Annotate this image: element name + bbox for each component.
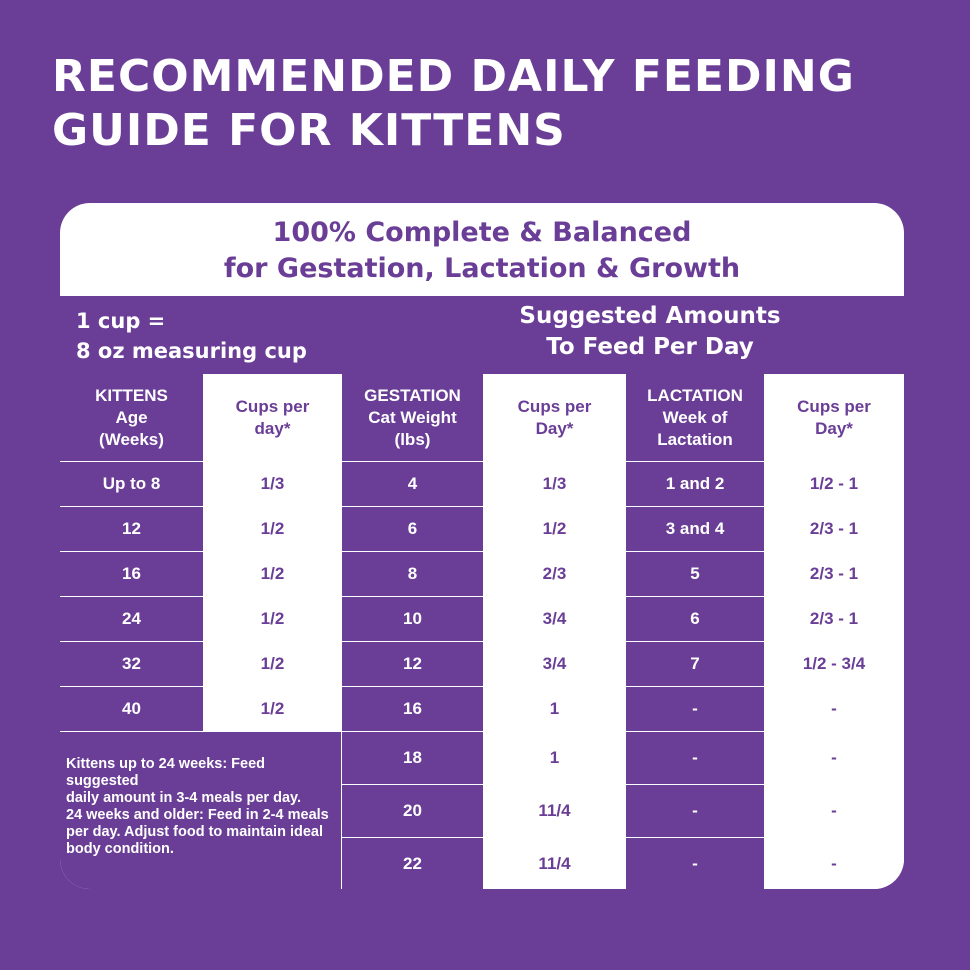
lactation-cups-cell: - xyxy=(764,838,904,889)
note-line: daily amount in 3-4 meals per day. xyxy=(66,790,302,806)
lactation-cups-cell: - xyxy=(764,732,904,784)
gestation-cups-cell: 11/4 xyxy=(483,785,626,837)
card-header: 100% Complete & Balanced for Gestation, … xyxy=(60,215,904,287)
kittens-age-cell: 40 xyxy=(60,687,203,731)
lactation-cups-cell: 2/3 - 1 xyxy=(764,552,904,596)
gestation-weight-cell: 16 xyxy=(342,687,483,731)
kittens-cups-cell: 1/2 xyxy=(203,687,342,731)
lactation-week-cell: 1 and 2 xyxy=(626,462,764,506)
title-line-1: RECOMMENDED DAILY FEEDING xyxy=(52,51,855,102)
gestation-cups-cell: 1 xyxy=(483,687,626,731)
card-header-line-2: for Gestation, Lactation & Growth xyxy=(223,253,741,284)
header-text: Cups per xyxy=(235,396,310,416)
suggested-amounts-line-2: To Feed Per Day xyxy=(546,334,754,360)
header-text: GESTATION xyxy=(364,385,461,405)
kittens-cups-cell: 1/2 xyxy=(203,597,342,641)
header-band: 1 cup = 8 oz measuring cup Suggested Amo… xyxy=(60,296,904,374)
header-lactation-week: LACTATION Week of Lactation xyxy=(626,374,764,461)
header-kittens-age: KITTENS Age (Weeks) xyxy=(60,374,203,461)
gestation-cups-cell: 2/3 xyxy=(483,552,626,596)
header-text: KITTENS xyxy=(95,385,168,405)
gestation-weight-cell: 22 xyxy=(342,838,483,889)
lactation-week-cell: 6 xyxy=(626,597,764,641)
lactation-cups-cell: - xyxy=(764,785,904,837)
kittens-age-cell: 12 xyxy=(60,507,203,551)
suggested-amounts-heading: Suggested Amounts To Feed Per Day xyxy=(400,301,900,363)
note-line: Kittens up to 24 weeks: Feed suggested xyxy=(66,756,266,789)
lactation-cups-cell: 2/3 - 1 xyxy=(764,507,904,551)
lactation-cups-cell: 2/3 - 1 xyxy=(764,597,904,641)
gestation-weight-cell: 18 xyxy=(342,732,483,784)
kittens-cups-cell: 1/2 xyxy=(203,552,342,596)
page-title: RECOMMENDED DAILY FEEDING GUIDE FOR KITT… xyxy=(52,50,932,158)
gestation-weight-cell: 20 xyxy=(342,785,483,837)
kittens-age-cell: Up to 8 xyxy=(60,462,203,506)
lactation-cups-cell: 1/2 - 3/4 xyxy=(764,642,904,686)
kittens-age-cell: 24 xyxy=(60,597,203,641)
header-kittens-cups: Cups per day* xyxy=(203,374,342,461)
header-text: Day* xyxy=(815,418,853,438)
gestation-weight-cell: 6 xyxy=(342,507,483,551)
lactation-week-cell: - xyxy=(626,838,764,889)
gestation-cups-cell: 1/3 xyxy=(483,462,626,506)
header-gestation-cups: Cups per Day* xyxy=(483,374,626,461)
kittens-cups-cell: 1/2 xyxy=(203,642,342,686)
header-text: Lactation xyxy=(657,429,733,449)
lactation-week-cell: 7 xyxy=(626,642,764,686)
lactation-cups-cell: - xyxy=(764,687,904,731)
gestation-weight-cell: 12 xyxy=(342,642,483,686)
kittens-note-block xyxy=(60,732,341,889)
cup-definition: 1 cup = 8 oz measuring cup xyxy=(76,306,307,366)
header-gestation-weight: GESTATION Cat Weight (lbs) xyxy=(342,374,483,461)
suggested-amounts-line-1: Suggested Amounts xyxy=(519,303,781,329)
title-line-2: GUIDE FOR KITTENS xyxy=(52,105,566,156)
header-text: (Weeks) xyxy=(99,429,164,449)
cup-definition-line-2: 8 oz measuring cup xyxy=(76,339,307,363)
note-line: per day. Adjust food to maintain ideal xyxy=(66,824,323,840)
header-text: Day* xyxy=(535,418,574,438)
gestation-cups-cell: 3/4 xyxy=(483,642,626,686)
gestation-weight-cell: 4 xyxy=(342,462,483,506)
kittens-feeding-note: Kittens up to 24 weeks: Feed suggested d… xyxy=(66,756,336,858)
lactation-week-cell: - xyxy=(626,687,764,731)
cup-definition-line-1: 1 cup = xyxy=(76,309,166,333)
gestation-cups-cell: 1/2 xyxy=(483,507,626,551)
header-text: Week of xyxy=(662,407,728,427)
kittens-cups-cell: 1/2 xyxy=(203,507,342,551)
lactation-week-cell: 5 xyxy=(626,552,764,596)
header-lactation-cups: Cups per Day* xyxy=(764,374,904,461)
kittens-age-cell: 32 xyxy=(60,642,203,686)
kittens-cups-cell: 1/3 xyxy=(203,462,342,506)
gestation-weight-cell: 8 xyxy=(342,552,483,596)
card-header-line-1: 100% Complete & Balanced xyxy=(272,217,692,248)
lactation-week-cell: - xyxy=(626,732,764,784)
header-text: Age xyxy=(115,407,148,427)
header-text: Cups per xyxy=(517,396,592,416)
note-line: 24 weeks and older: Feed in 2-4 meals xyxy=(66,807,329,823)
gestation-weight-cell: 10 xyxy=(342,597,483,641)
gestation-cups-cell: 11/4 xyxy=(483,838,626,889)
lactation-week-cell: 3 and 4 xyxy=(626,507,764,551)
header-text: (lbs) xyxy=(394,429,431,449)
lactation-cups-cell: 1/2 - 1 xyxy=(764,462,904,506)
header-text: Cups per xyxy=(797,396,871,416)
header-text: Cat Weight xyxy=(368,407,457,427)
note-line: body condition. xyxy=(66,841,174,857)
gestation-cups-cell: 1 xyxy=(483,732,626,784)
header-text: day* xyxy=(254,418,291,438)
kittens-age-cell: 16 xyxy=(60,552,203,596)
lactation-week-cell: - xyxy=(626,785,764,837)
gestation-cups-cell: 3/4 xyxy=(483,597,626,641)
feeding-guide-card: 100% Complete & Balanced for Gestation, … xyxy=(60,203,904,889)
header-text: LACTATION xyxy=(647,385,743,405)
